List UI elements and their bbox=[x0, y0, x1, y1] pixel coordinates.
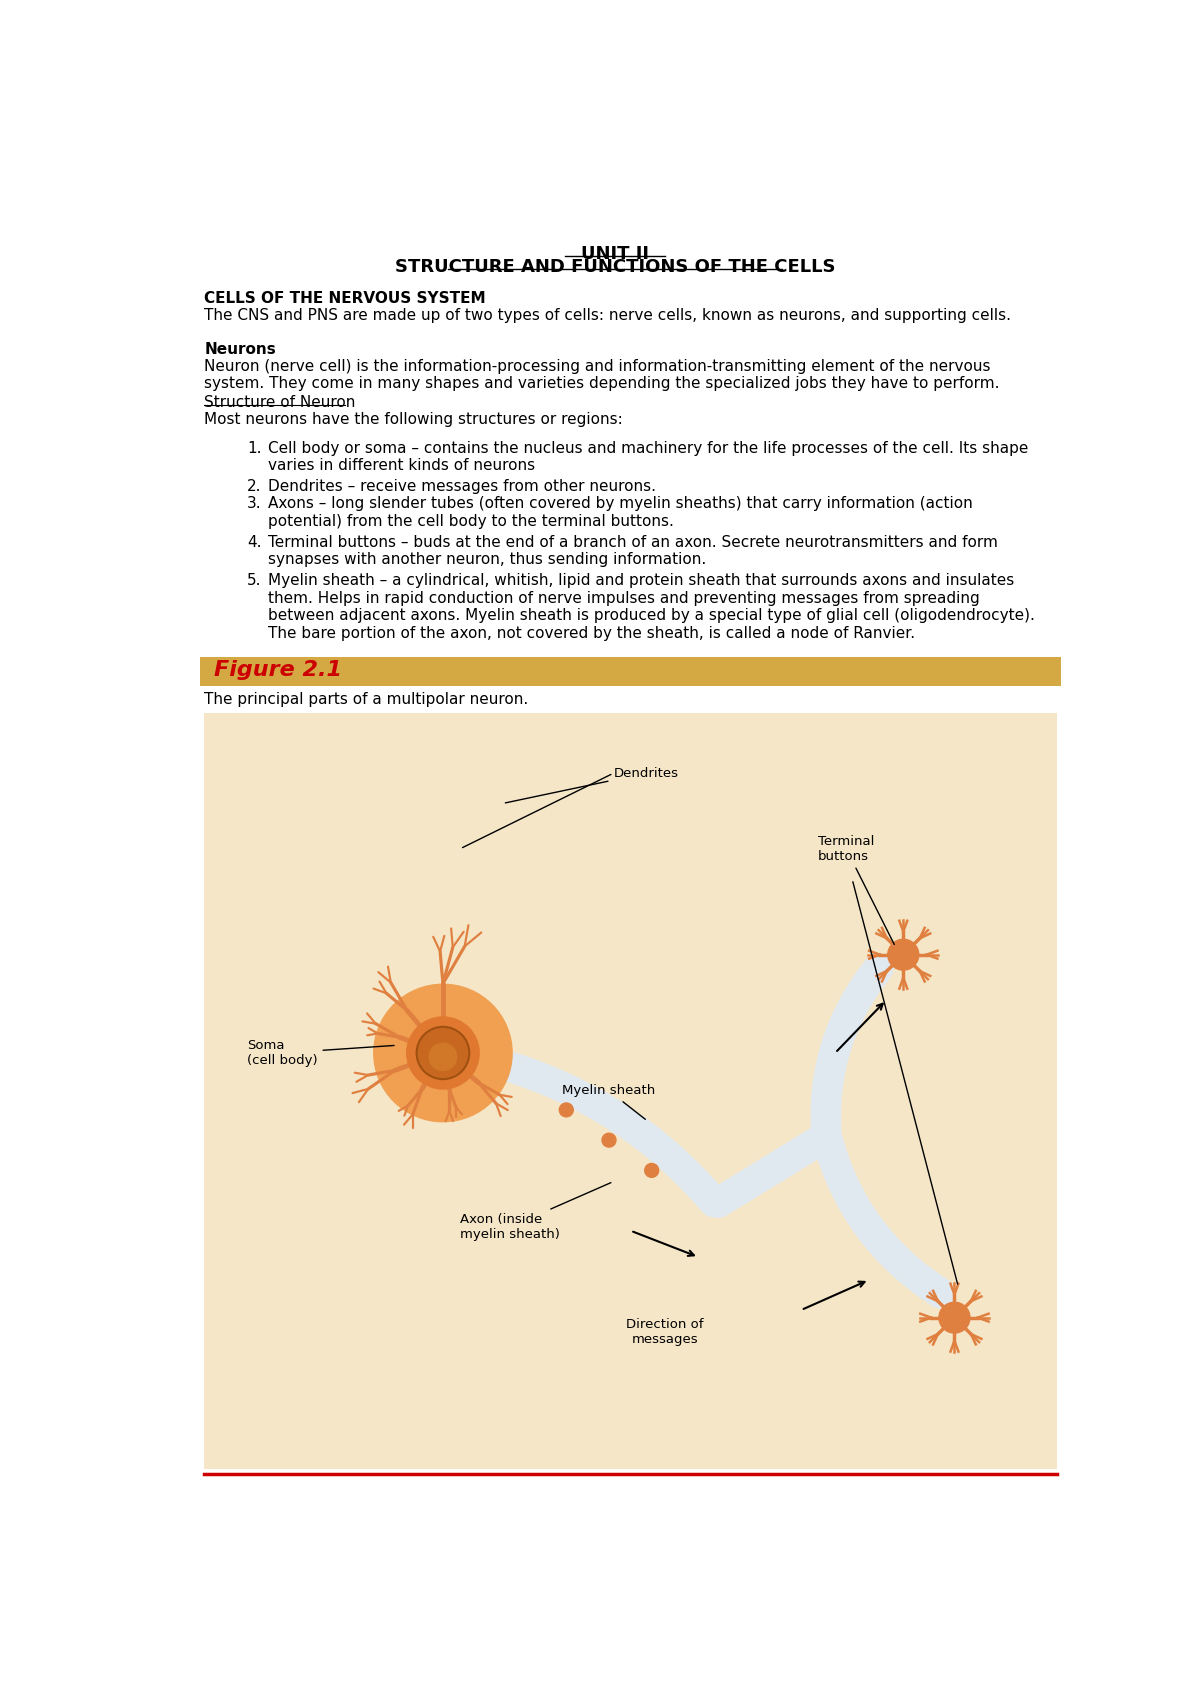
Text: The principal parts of a multipolar neuron.: The principal parts of a multipolar neur… bbox=[204, 693, 528, 706]
Text: Axon (inside
myelin sheath): Axon (inside myelin sheath) bbox=[460, 1182, 611, 1241]
Text: Soma
(cell body): Soma (cell body) bbox=[247, 1039, 394, 1066]
Text: Direction of
messages: Direction of messages bbox=[626, 1318, 703, 1345]
Text: 4.: 4. bbox=[247, 535, 262, 550]
Text: Figure 2.1: Figure 2.1 bbox=[214, 659, 342, 679]
Text: Neurons: Neurons bbox=[204, 343, 276, 357]
Text: Terminal buttons – buds at the end of a branch of an axon. Secrete neurotransmit: Terminal buttons – buds at the end of a … bbox=[268, 535, 997, 567]
Circle shape bbox=[938, 1302, 970, 1333]
Text: The CNS and PNS are made up of two types of cells: nerve cells, known as neurons: The CNS and PNS are made up of two types… bbox=[204, 309, 1012, 324]
Circle shape bbox=[888, 939, 919, 970]
Text: 3.: 3. bbox=[247, 496, 262, 511]
Text: Dendrites – receive messages from other neurons.: Dendrites – receive messages from other … bbox=[268, 479, 655, 494]
Text: Dendrites: Dendrites bbox=[505, 767, 678, 803]
Circle shape bbox=[416, 1027, 469, 1080]
Text: Structure of Neuron: Structure of Neuron bbox=[204, 394, 355, 409]
Circle shape bbox=[407, 1017, 479, 1088]
Text: 5.: 5. bbox=[247, 574, 262, 589]
Text: Neuron (nerve cell) is the information-processing and information-transmitting e: Neuron (nerve cell) is the information-p… bbox=[204, 358, 1000, 391]
Text: Most neurons have the following structures or regions:: Most neurons have the following structur… bbox=[204, 411, 623, 426]
Circle shape bbox=[559, 1104, 574, 1117]
Circle shape bbox=[644, 1163, 659, 1177]
Text: 2.: 2. bbox=[247, 479, 262, 494]
Text: Cell body or soma – contains the nucleus and machinery for the life processes of: Cell body or soma – contains the nucleus… bbox=[268, 441, 1028, 474]
Text: UNIT II: UNIT II bbox=[581, 245, 649, 263]
Text: Terminal
buttons: Terminal buttons bbox=[818, 835, 894, 944]
Text: Axons – long slender tubes (often covered by myelin sheaths) that carry informat: Axons – long slender tubes (often covere… bbox=[268, 496, 972, 528]
Circle shape bbox=[428, 1043, 457, 1071]
Circle shape bbox=[602, 1133, 616, 1148]
FancyBboxPatch shape bbox=[200, 657, 1061, 686]
FancyBboxPatch shape bbox=[204, 713, 1057, 1469]
Text: Myelin sheath: Myelin sheath bbox=[563, 1085, 655, 1119]
Circle shape bbox=[373, 985, 512, 1122]
Text: 1.: 1. bbox=[247, 441, 262, 457]
Text: Myelin sheath – a cylindrical, whitish, lipid and protein sheath that surrounds : Myelin sheath – a cylindrical, whitish, … bbox=[268, 574, 1034, 640]
Text: STRUCTURE AND FUNCTIONS OF THE CELLS: STRUCTURE AND FUNCTIONS OF THE CELLS bbox=[395, 258, 835, 275]
Text: CELLS OF THE NERVOUS SYSTEM: CELLS OF THE NERVOUS SYSTEM bbox=[204, 290, 486, 306]
